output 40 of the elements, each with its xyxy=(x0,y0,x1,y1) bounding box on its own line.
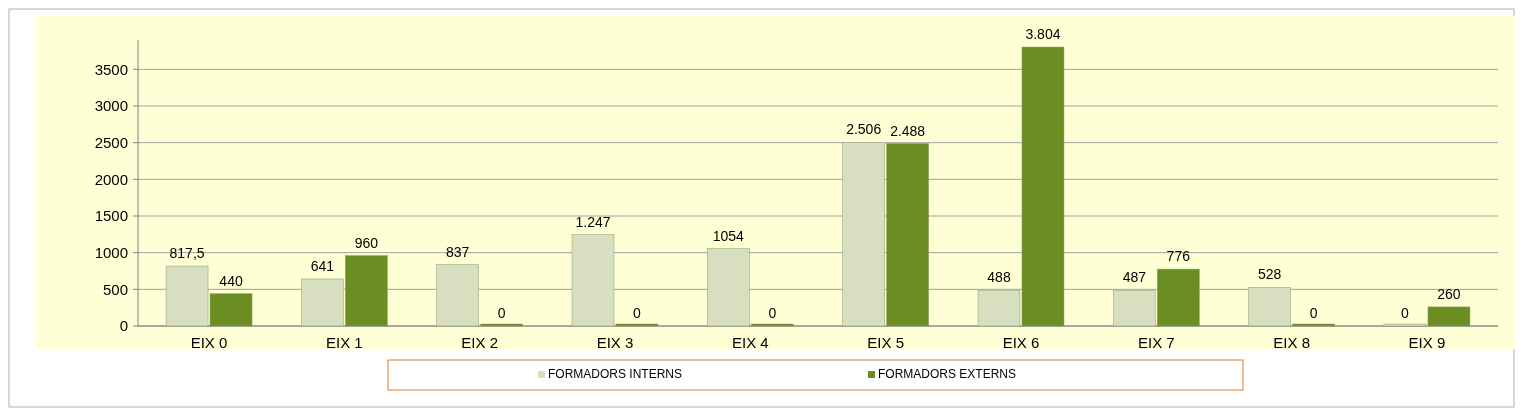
data-label: 0 xyxy=(497,305,506,321)
data-label: 960 xyxy=(354,234,379,251)
data-label: 1.247 xyxy=(575,213,611,230)
x-tick-label: EIX 2 xyxy=(461,334,499,351)
data-label: 1054 xyxy=(712,227,745,244)
data-label: 488 xyxy=(987,269,1011,286)
legend-label: FORMADORS EXTERNS xyxy=(878,367,1017,381)
data-label: 528 xyxy=(1257,266,1282,283)
data-label: 260 xyxy=(1437,285,1461,302)
x-tick-label: EIX 5 xyxy=(867,334,905,351)
data-label: 0 xyxy=(768,305,777,321)
y-tick-label: 1000 xyxy=(94,243,128,261)
y-tick-label: 0 xyxy=(119,317,128,335)
x-tick-label: EIX 1 xyxy=(326,334,363,351)
data-label: 641 xyxy=(310,257,335,274)
data-label: 817,5 xyxy=(169,245,205,262)
y-tick-label: 3000 xyxy=(94,97,128,115)
y-tick-label: 500 xyxy=(102,280,128,298)
y-tick-label: 3500 xyxy=(94,60,128,78)
data-label: 776 xyxy=(1166,248,1191,265)
x-tick-label: EIX 0 xyxy=(190,334,228,351)
data-label: 0 xyxy=(1309,305,1318,321)
data-label: 2.506 xyxy=(846,121,882,138)
legend-label: FORMADORS INTERNS xyxy=(548,367,683,381)
x-tick-label: EIX 8 xyxy=(1273,334,1310,351)
y-tick-label: 1500 xyxy=(94,207,128,225)
data-label: 2.488 xyxy=(890,122,926,139)
x-tick-label: EIX 9 xyxy=(1408,334,1446,351)
y-tick-label: 2000 xyxy=(94,170,128,188)
data-label: 0 xyxy=(1401,305,1410,321)
data-label: 3.804 xyxy=(1025,26,1061,43)
data-label: 440 xyxy=(219,272,243,289)
data-label: 0 xyxy=(633,305,642,321)
data-label: 487 xyxy=(1122,269,1147,286)
y-tick-label: 2500 xyxy=(94,133,128,151)
data-label: 837 xyxy=(446,243,470,260)
x-tick-label: EIX 3 xyxy=(596,334,634,351)
x-tick-label: EIX 7 xyxy=(1137,334,1175,351)
x-tick-label: EIX 4 xyxy=(731,334,769,351)
x-tick-label: EIX 6 xyxy=(1002,334,1040,351)
